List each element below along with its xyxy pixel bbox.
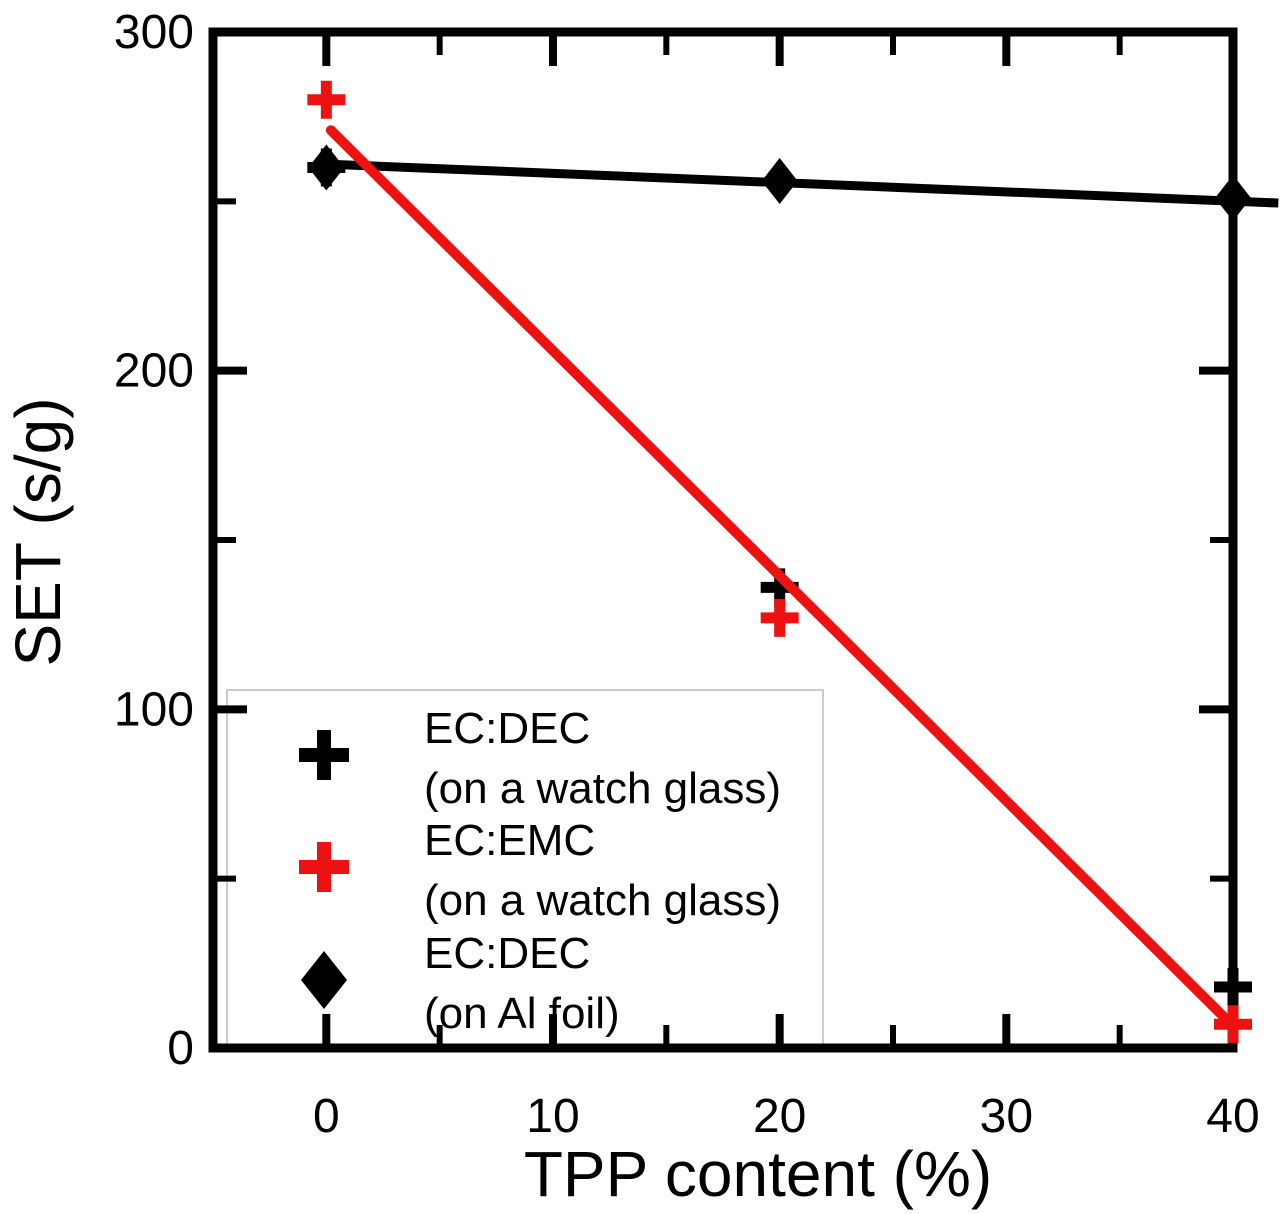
x-tick-label: 30 [980,1090,1033,1143]
legend: EC:DEC(on a watch glass)EC:EMC(on a watc… [226,689,824,1046]
plus-marker-icon-ecemc-wg-1 [760,598,799,637]
diamond-marker-icon-ecdec-al-2 [1215,174,1251,221]
legend-label-line1: EC:DEC [424,704,590,753]
y-tick-label: 100 [114,683,194,736]
legend-label-line2: (on a watch glass) [424,876,781,925]
x-tick-label: 0 [313,1090,340,1143]
legend-label-line1: EC:EMC [424,816,595,865]
y-tick-label: 0 [167,1022,194,1075]
plot-data [307,80,1279,1044]
legend-label-line1: EC:DEC [424,929,590,978]
plus-marker-icon-legend-0 [299,730,349,780]
fit-line-ecemc-watch-glass [325,125,1238,1031]
y-tick-label: 300 [114,6,194,59]
y-axis-title: SET (s/g) [2,397,74,666]
x-tick-label: 10 [526,1090,579,1143]
plus-marker-icon-legend-1 [299,842,349,892]
diamond-marker-icon-legend-2 [301,951,347,1009]
legend-label-line2: (on Al foil) [424,989,620,1038]
diamond-marker-icon-ecdec-al-1 [761,158,798,205]
x-axis-title: TPP content (%) [524,1138,992,1210]
y-tick-label: 200 [114,345,194,398]
diamond-marker-icon-ecdec-al-0 [308,144,345,191]
legend-label-line2: (on a watch glass) [424,764,781,813]
x-tick-label: 20 [753,1090,806,1143]
axes: 0 10 20 30 40 0 100 200 300 [114,6,1260,1143]
plus-marker-icon-ecemc-wg-0 [307,80,346,119]
plus-marker-icon-ecdec-wg-2 [1214,968,1252,1007]
x-tick-label: 40 [1206,1090,1259,1143]
plus-marker-icon-ecemc-wg-2 [1214,1005,1252,1044]
fit-line-ecdec-al-foil [326,159,1279,208]
